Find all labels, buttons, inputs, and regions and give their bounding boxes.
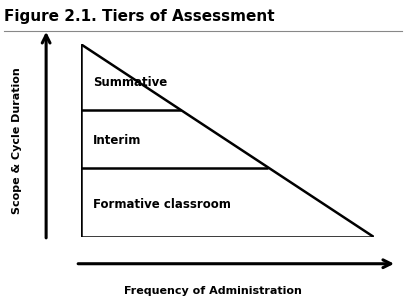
Text: Figure 2.1. Tiers of Assessment: Figure 2.1. Tiers of Assessment — [4, 9, 274, 24]
Text: Summative: Summative — [93, 76, 167, 89]
Text: Frequency of Administration: Frequency of Administration — [124, 286, 301, 296]
Text: Scope & Cycle Duration: Scope & Cycle Duration — [12, 67, 22, 214]
Text: Formative classroom: Formative classroom — [93, 198, 230, 210]
Text: Interim: Interim — [93, 134, 141, 147]
